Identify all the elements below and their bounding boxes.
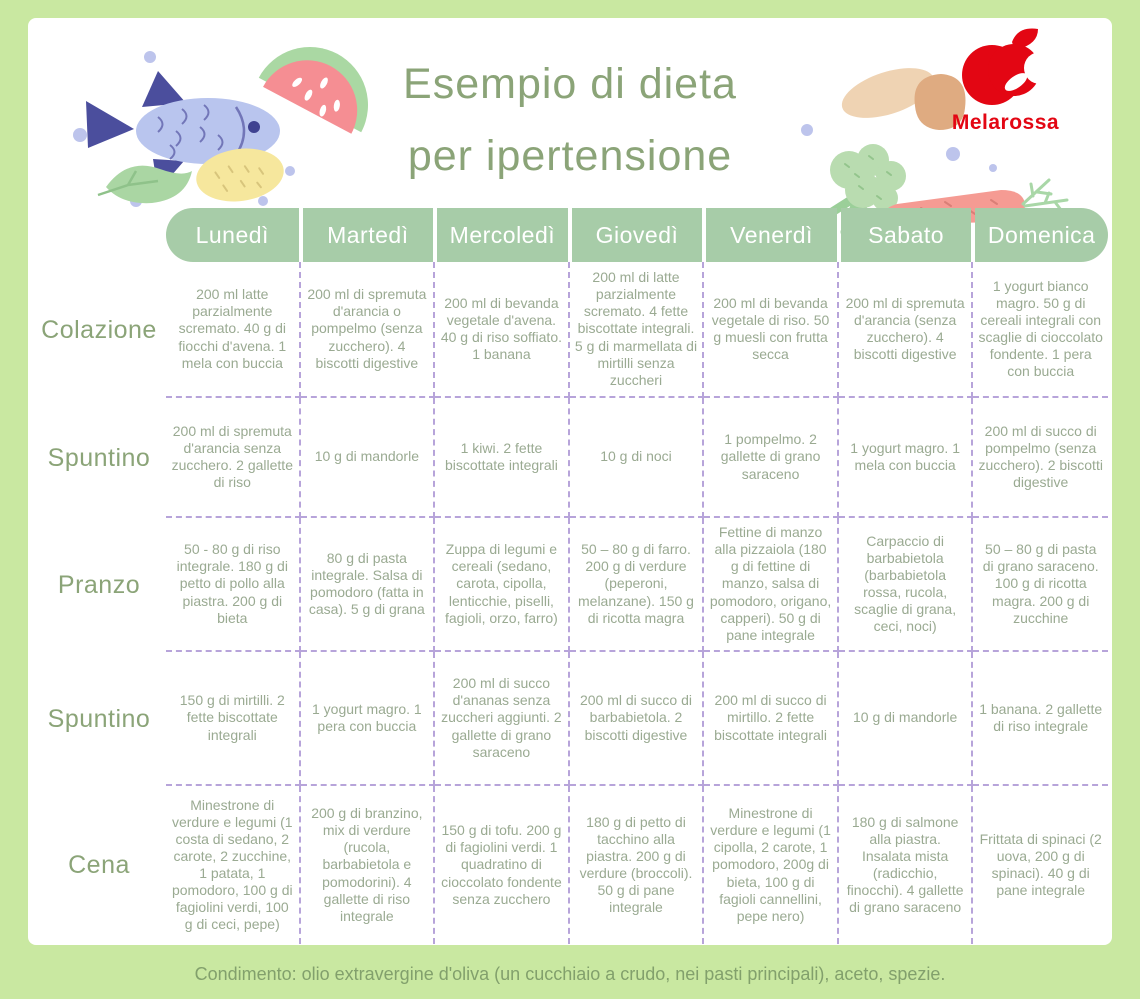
fish-icon [86, 71, 280, 191]
meal-cell-r5-c2: 200 g di branzino, mix di verdure (rucol… [301, 786, 436, 944]
apple-logo-icon [961, 28, 1056, 105]
meal-cell-r4-c4: 200 ml di succo di barbabietola. 2 bisco… [569, 652, 705, 786]
page-title: Esempio di dieta per ipertensione [348, 48, 792, 192]
meal-cell-r1-c1: 200 ml latte parzialmente scremato. 40 g… [166, 262, 301, 398]
meal-cell-r3-c6: Carpaccio di barbabietola (barbabietola … [838, 518, 974, 652]
meal-cell-r4-c2: 1 yogurt magro. 1 pera con buccia [300, 652, 436, 786]
watermelon-icon [258, 47, 368, 134]
meal-cell-r2-c1: 200 ml di spremuta d'arancia senza zucch… [166, 398, 301, 518]
day-header-6: Sabato [840, 208, 972, 262]
meal-cell-r2-c7: 200 ml di succo di pompelmo (senza zucch… [973, 398, 1108, 518]
meal-cell-r2-c2: 10 g di mandorle [300, 398, 436, 518]
meal-cell-r3-c7: 50 – 80 g di pasta di grano saraceno. 10… [973, 518, 1108, 652]
day-header-7: Domenica [975, 208, 1108, 262]
page-title-line2: per ipertensione [407, 132, 733, 180]
meal-cell-r1-c5: 200 ml di bevanda vegetale di riso. 50 g… [704, 262, 839, 398]
meal-cell-r2-c5: 1 pompelmo. 2 gallette di grano saraceno [704, 398, 839, 518]
meal-cell-r3-c3: Zuppa di legumi e cereali (sedano, carot… [435, 518, 570, 652]
day-header-2: Martedì [302, 208, 434, 262]
meal-cell-r5-c6: 180 g di salmone alla piastra. Insalata … [839, 786, 974, 944]
meal-cell-r5-c4: 180 g di petto di tacchino alla piastra.… [570, 786, 705, 944]
row-label-4: Spuntino [47, 704, 151, 733]
table-corner [32, 208, 166, 262]
day-header-4: Giovedì [571, 208, 703, 262]
meal-cell-r3-c1: 50 - 80 g di riso integrale. 180 g di pe… [166, 518, 301, 652]
row-label-2: Spuntino [47, 443, 151, 472]
meal-cell-r5-c3: 150 g di tofu. 200 g di fagiolini verdi.… [435, 786, 570, 944]
meal-cell-r4-c3: 200 ml di succo d'ananas senza zuccheri … [435, 652, 570, 786]
meal-cell-r4-c1: 150 g di mirtilli. 2 fette biscottate in… [166, 652, 301, 786]
diet-table: Lunedì Martedì Mercoledì Giovedì Venerdì Saba… [32, 208, 1108, 944]
meal-cell-r1-c2: 200 ml di spremuta d'arancia o pompelmo … [300, 262, 436, 398]
meal-cell-r3-c4: 50 – 80 g di farro. 200 g di verdure (pe… [569, 518, 705, 652]
row-label-5: Cena [68, 850, 130, 879]
lemon-icon [196, 148, 284, 202]
meal-cell-r2-c4: 10 g di noci [569, 398, 705, 518]
mushroom-icon [841, 68, 966, 130]
row-label-1: Colazione [41, 315, 157, 344]
content-panel: Esempio di dieta per ipertensione [28, 18, 1112, 945]
decor-left-art [73, 47, 368, 207]
page-title-line1: Esempio di dieta [403, 60, 737, 108]
meal-cell-r1-c7: 1 yogurt bianco magro. 50 g di cereali i… [973, 262, 1108, 398]
brand-name: Melarossa [951, 111, 1060, 134]
meal-cell-r4-c7: 1 banana. 2 gallette di riso integrale [973, 652, 1108, 786]
meal-cell-r1-c4: 200 ml di latte parzialmente scremato. 4… [569, 262, 705, 398]
meal-cell-r5-c5: Minestrone di verdure e legumi (1 cipoll… [704, 786, 839, 944]
day-header-3: Mercoledì [437, 208, 568, 262]
meal-cell-r1-c3: 200 ml di bevanda vegetale d'avena. 40 g… [435, 262, 570, 398]
day-header-5: Venerdì [706, 208, 837, 262]
decor-left [58, 43, 368, 213]
meal-cell-r3-c2: 80 g di pasta integrale. Salsa di pomodo… [300, 518, 436, 652]
meal-cell-r2-c3: 1 kiwi. 2 fette biscottate integrali [435, 398, 570, 518]
meal-cell-r5-c1: Minestrone di verdure e legumi (1 costa … [166, 786, 301, 944]
meal-cell-r4-c5: 200 ml di succo di mirtillo. 2 fette bis… [704, 652, 839, 786]
leaf-icon [97, 165, 192, 204]
dots-icon [801, 124, 997, 172]
meal-cell-r4-c6: 10 g di mandorle [838, 652, 974, 786]
meal-cell-r5-c7: Frittata di spinaci (2 uova, 200 g di sp… [979, 830, 1102, 899]
meal-cell-r1-c6: 200 ml di spremuta d'arancia (senza zucc… [838, 262, 974, 398]
row-label-3: Pranzo [57, 570, 141, 599]
meal-cell-r2-c6: 1 yogurt magro. 1 mela con buccia [838, 398, 974, 518]
brand-logo: Melarossa [933, 26, 1078, 135]
meal-cell-r3-c5: Fettine di manzo alla pizzaiola (180 g d… [704, 518, 839, 652]
footer-note: Condimento: olio extravergine d'oliva (u… [194, 964, 946, 984]
day-header-1: Lunedì [166, 208, 299, 262]
